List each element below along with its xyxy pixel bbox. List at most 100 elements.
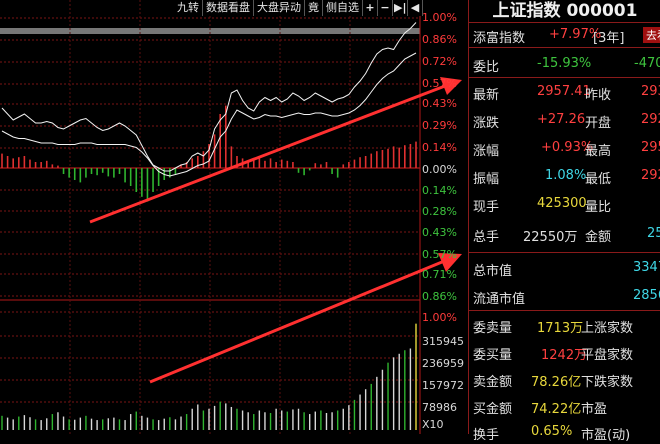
row-label: 现手 [473, 200, 500, 215]
row-amplitude: 振幅 1.08% 最低 292 [469, 164, 660, 188]
row-label: 振幅 [473, 172, 500, 187]
row-ask-amt: 卖金额 78.26亿 下跌家数 [469, 367, 660, 391]
row-weibi: 委比 -15.93% -470 [469, 52, 660, 76]
percent-tick: 0.28% [422, 205, 457, 218]
top-strip [0, 28, 420, 34]
row-bid-amt: 买金额 74.22亿 市盈 [469, 394, 660, 418]
row-current-hand: 现手 425300 量比 [469, 192, 660, 216]
divider [469, 77, 660, 78]
volume-tick: 315945 [422, 335, 464, 348]
row-label-2: 上涨家数 [581, 321, 634, 336]
row-label-2: 市盈 [581, 402, 608, 417]
period-label: [3年] [593, 31, 625, 46]
divider [469, 310, 660, 311]
row-value-2: 2856 [633, 288, 660, 303]
intraday-chart [0, 0, 462, 434]
row-value: 74.22亿 [531, 402, 582, 417]
divider [469, 47, 660, 48]
row-value-2: 293 [641, 84, 660, 99]
row-value-2: 3347 [633, 260, 660, 275]
row-turnover: 换手 0.65% 市盈(动) [469, 420, 660, 444]
row-label: 委比 [473, 60, 500, 75]
row-label-2: 下跌家数 [581, 375, 634, 390]
row-total-mktcap: 总市值 3347 [469, 256, 660, 280]
row-value: 1242万 [541, 348, 588, 363]
percent-tick: 0.71% [422, 268, 457, 281]
row-value-2: 25 [647, 226, 660, 241]
row-total-hand: 总手 22550万 金额 25 [469, 222, 660, 246]
percent-tick: 0.14% [422, 184, 457, 197]
row-value-2: 292 [641, 168, 660, 183]
quote-panel: 上证指数 000001 添富指数 +7.97% [3年] 去看 委比 -15.9… [468, 0, 660, 443]
percent-tick: 0.43% [422, 97, 457, 110]
row-fund-index: 添富指数 +7.97% [3年] 去看 [469, 23, 660, 47]
row-label-2: 平盘家数 [581, 348, 634, 363]
row-bid-vol: 委买量 1242万 平盘家数 [469, 340, 660, 364]
toolbar-data-board-button[interactable]: 数据看盘 [203, 0, 254, 16]
percent-tick: 1.00% [422, 11, 457, 24]
row-label-2: 量比 [585, 200, 612, 215]
volume-bars [1, 323, 417, 430]
row-value: -15.93% [537, 56, 592, 71]
row-value: 0.65% [531, 424, 573, 439]
annotation-arrows [89, 77, 462, 384]
go-view-button[interactable]: 去看 [643, 27, 660, 43]
percent-tick: 0.14% [422, 141, 457, 154]
step-forward-icon[interactable]: ▶| [394, 0, 408, 16]
row-latest: 最新 2957.41 昨收 293 [469, 80, 660, 104]
row-label-2: 最低 [585, 172, 612, 187]
volume-tick: 236959 [422, 357, 464, 370]
percent-tick: 0.57% [422, 248, 457, 261]
row-value: 78.26亿 [531, 375, 582, 390]
row-label-2: 昨收 [585, 88, 612, 103]
volume-axis-top: 1.00% [422, 311, 457, 324]
toolbar-market-move-button[interactable]: 大盘异动 [254, 0, 305, 16]
row-value: 425300 [537, 196, 587, 211]
row-label: 流通市值 [473, 292, 526, 307]
row-label: 总手 [473, 230, 500, 245]
row-pct-change: 涨幅 +0.93% 最高 295 [469, 136, 660, 160]
price-line [1, 22, 417, 172]
row-value: +0.93% [541, 140, 594, 155]
chart-toolbar: 九转 数据看盘 大盘异动 竟 侧自选 + − ▶| ◀ [174, 0, 423, 16]
row-label: 委卖量 [473, 321, 513, 336]
chart-grid [0, 0, 421, 434]
row-label-2: 金额 [585, 230, 612, 245]
percent-tick: 0.57% [422, 77, 457, 90]
volume-tick: 157972 [422, 379, 464, 392]
divider [469, 252, 660, 253]
row-label: 添富指数 [473, 31, 526, 46]
toolbar-watchlist-button[interactable]: 侧自选 [323, 0, 363, 16]
row-value: +7.97% [549, 27, 602, 42]
index-title: 上证指数 000001 [492, 1, 638, 21]
volume-unit: X10 [422, 418, 444, 431]
row-label: 最新 [473, 88, 500, 103]
row-value: 1713万 [537, 321, 584, 336]
avg-price-line [1, 52, 417, 177]
row-value: 2957.41 [537, 84, 591, 99]
divider [469, 22, 660, 23]
row-ask-vol: 委卖量 1713万 上涨家数 [469, 313, 660, 337]
percent-tick: 0.86% [422, 33, 457, 46]
percent-tick: 0.29% [422, 119, 457, 132]
row-label: 涨跌 [473, 116, 500, 131]
volume-tick: 78986 [422, 401, 457, 414]
zoom-in-icon[interactable]: + [363, 0, 378, 16]
row-label: 总市值 [473, 264, 513, 279]
row-value-2: 295 [641, 140, 660, 155]
row-label: 卖金额 [473, 375, 513, 390]
row-label-2: 开盘 [585, 116, 612, 131]
row-value-2: 292 [641, 112, 660, 127]
toolbar-bid-button[interactable]: 竟 [305, 0, 323, 16]
row-change: 涨跌 +27.26 开盘 292 [469, 108, 660, 132]
zoom-out-icon[interactable]: − [378, 0, 393, 16]
toolbar-jiuzhuan-button[interactable]: 九转 [174, 0, 203, 16]
row-value: 1.08% [545, 168, 587, 183]
percent-tick: 0.43% [422, 226, 457, 239]
row-label: 涨幅 [473, 144, 500, 159]
row-label: 委买量 [473, 348, 513, 363]
row-label: 买金额 [473, 402, 513, 417]
percent-tick: 0.00% [422, 163, 457, 176]
percent-tick: 0.72% [422, 55, 457, 68]
step-back-icon[interactable]: ◀ [408, 0, 423, 16]
